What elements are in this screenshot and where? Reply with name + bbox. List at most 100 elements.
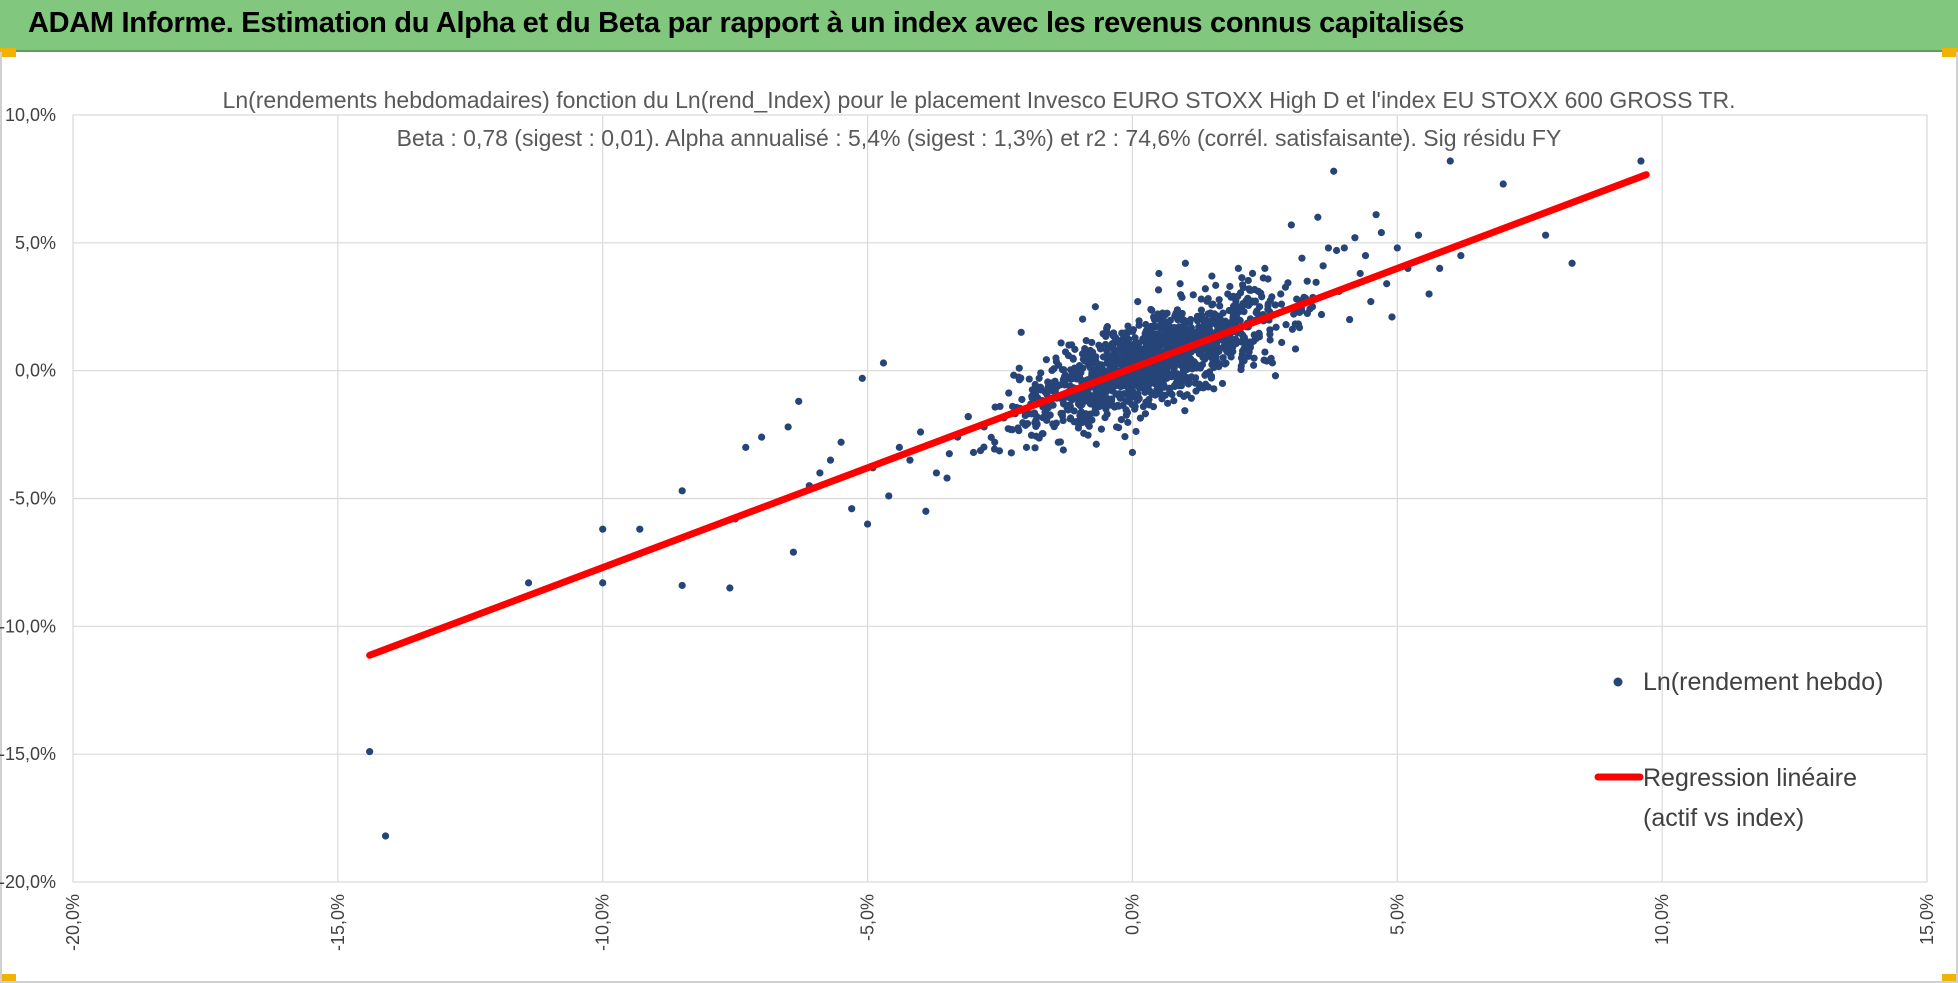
scatter-point	[1234, 264, 1242, 272]
grid-layer	[72, 114, 1928, 883]
scatter-point	[1255, 329, 1263, 337]
y-tick-label: -15,0%	[0, 744, 56, 764]
scatter-point	[1291, 345, 1300, 353]
scatter-point	[1197, 306, 1206, 314]
scatter-point	[1019, 419, 1027, 427]
scatter-point	[789, 548, 798, 556]
scatter-point	[1216, 324, 1224, 332]
scatter-point	[1106, 362, 1114, 370]
scatter-point	[678, 581, 686, 590]
scatter-point	[1115, 402, 1123, 410]
scatter-point	[1303, 309, 1311, 318]
scatter-point	[1207, 343, 1215, 351]
scatter-point	[1042, 404, 1050, 412]
ticks-layer: -20,0% -15,0% -10,0% -5,0% 0,0% 5,0% 10,0% -20,…	[0, 105, 1937, 951]
scatter-point	[1202, 369, 1210, 378]
scatter-point	[1055, 361, 1063, 369]
scatter-point	[1298, 254, 1306, 262]
scatter-point	[726, 584, 734, 592]
scatter-point	[1216, 302, 1224, 310]
scatter-point	[964, 412, 972, 421]
scatter-point	[1159, 336, 1167, 344]
scatter-point	[863, 520, 872, 528]
scatter-point	[1082, 337, 1090, 345]
corner-marker-bottom-right	[1942, 974, 1958, 983]
scatter-point	[858, 374, 866, 382]
scatter-point	[1271, 372, 1280, 380]
scatter-point	[1032, 422, 1040, 431]
scatter-point	[1176, 280, 1184, 288]
scatter-point	[1237, 365, 1245, 374]
scatter-point	[1008, 426, 1016, 434]
scatter-point	[1015, 427, 1023, 435]
scatter-point	[1351, 234, 1359, 242]
scatter-point	[816, 469, 824, 477]
scatter-point	[1135, 347, 1143, 355]
scatter-point	[1282, 321, 1290, 329]
scatter-point	[1079, 411, 1087, 419]
scatter-point	[1115, 346, 1123, 354]
scatter-point	[1136, 414, 1144, 422]
scatter-point	[1005, 389, 1013, 397]
scatter-point	[1235, 307, 1244, 316]
scatter-point	[1131, 334, 1139, 342]
scatter-point	[1191, 379, 1199, 387]
scatter-point	[1188, 365, 1196, 373]
scatter-point	[758, 433, 766, 441]
scatter-point	[1103, 323, 1111, 331]
scatter-point	[1121, 377, 1130, 385]
x-tick-label: -10,0%	[593, 894, 613, 951]
y-tick-label: 0,0%	[15, 361, 56, 381]
scatter-point	[1197, 295, 1205, 303]
scatter-point	[1101, 414, 1109, 422]
scatter-point	[1266, 326, 1274, 334]
scatter-point	[995, 447, 1004, 455]
scatter-point	[1031, 444, 1039, 452]
scatter-point	[1232, 340, 1240, 348]
scatter-point	[599, 579, 607, 587]
scatter-point	[1250, 361, 1258, 369]
scatter-point	[879, 359, 888, 367]
scatter-point	[1028, 394, 1036, 402]
chart-legend: Ln(rendement hebdo) Regression linéaire …	[1594, 668, 1883, 832]
scatter-point	[1138, 353, 1146, 362]
scatter-point	[1446, 157, 1454, 165]
scatter-point	[1226, 282, 1234, 291]
legend-scatter-label: Ln(rendement hebdo)	[1643, 668, 1883, 696]
scatter-point	[1071, 369, 1080, 378]
scatter-point	[742, 443, 750, 451]
scatter-point	[1173, 374, 1182, 383]
x-tick-label: -15,0%	[328, 894, 348, 951]
scatter-point	[1007, 449, 1015, 457]
scatter-point	[1291, 320, 1299, 328]
scatter-point	[1277, 300, 1286, 308]
scatter-point	[1089, 366, 1097, 374]
scatter-point	[1117, 382, 1125, 390]
scatter-point	[980, 443, 988, 451]
scatter-point	[1414, 231, 1423, 239]
scatter-point	[1187, 328, 1195, 336]
scatter-point	[1197, 326, 1205, 334]
scatter-point	[1250, 354, 1258, 362]
scatter-point	[1175, 382, 1183, 390]
y-tick-label: 10,0%	[5, 105, 56, 125]
scatter-point	[1271, 301, 1279, 309]
scatter-point	[1159, 364, 1167, 373]
scatter-point	[1166, 323, 1174, 331]
scatter-point	[1266, 336, 1274, 344]
scatter-point	[1097, 386, 1105, 394]
scatter-point	[1131, 405, 1139, 413]
scatter-point	[1035, 374, 1043, 382]
scatter-point	[1079, 315, 1087, 323]
scatter-point	[1166, 316, 1174, 324]
scatter-point	[1141, 329, 1149, 338]
scatter-point	[1346, 315, 1354, 324]
scatter-point	[1225, 306, 1233, 315]
scatter-point	[1425, 290, 1433, 298]
scatter-point	[1145, 339, 1153, 347]
scatter-point	[1238, 350, 1246, 359]
scatter-point	[1217, 317, 1226, 325]
scatter-point	[1060, 366, 1068, 374]
scatter-point	[1284, 279, 1292, 287]
scatter-point	[1277, 290, 1285, 298]
